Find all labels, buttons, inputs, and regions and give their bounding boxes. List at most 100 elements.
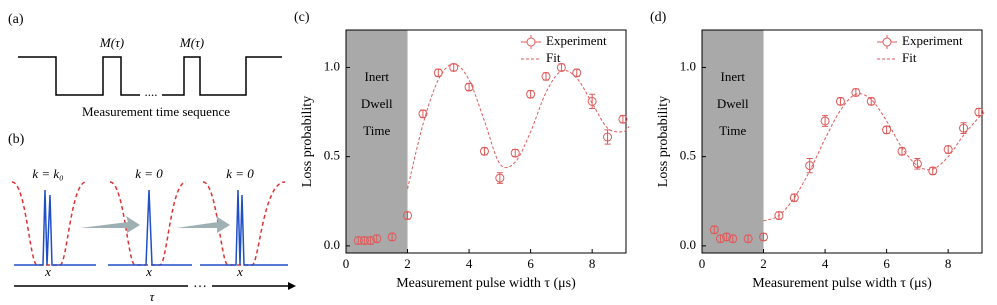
annotation: Dwell	[361, 96, 393, 111]
marker-label: M(τ)	[99, 35, 124, 50]
plot-frame	[701, 29, 983, 254]
data-point	[774, 211, 784, 221]
caption: Measurement time sequence	[82, 104, 230, 119]
y-axis-label: Loss probability	[656, 96, 671, 187]
y-tick-label: 0.0	[324, 237, 340, 252]
ellipsis: …	[193, 276, 207, 291]
y-tick-label: 0.0	[680, 237, 696, 252]
data-point	[715, 234, 725, 244]
wavefunction	[108, 189, 192, 266]
data-point	[959, 123, 969, 133]
plot-frame	[345, 29, 627, 254]
x-tick-label: 8	[945, 256, 952, 271]
error-bar	[543, 72, 549, 81]
data-point	[912, 159, 922, 169]
y-tick-label: 1.0	[680, 58, 696, 73]
error-bar	[837, 97, 844, 106]
wavefunction	[14, 189, 96, 266]
error-bar	[852, 88, 859, 97]
wavefunction	[200, 189, 288, 266]
legend-label: Fit	[902, 50, 917, 65]
data-point	[403, 211, 413, 221]
data-point	[835, 96, 845, 106]
k-label: k = 0	[226, 166, 254, 181]
potential	[109, 181, 187, 266]
error-bar	[419, 109, 426, 118]
x-tick-label: 0	[699, 256, 706, 271]
data-point	[495, 173, 505, 183]
panel-label: (b)	[8, 132, 25, 147]
error-bar	[527, 90, 534, 99]
fit-line	[407, 63, 630, 189]
x-tick-label: 4	[466, 256, 473, 271]
data-point	[418, 109, 428, 119]
annotation: Time	[719, 123, 746, 138]
potential	[11, 181, 87, 266]
data-point	[387, 232, 397, 242]
error-bar	[435, 68, 442, 77]
x-tick-label: 2	[760, 256, 767, 271]
annotation: Inert	[720, 69, 745, 84]
data-point	[709, 225, 719, 235]
x-tick-label: 6	[883, 256, 890, 271]
marker-label: M(τ)	[179, 35, 204, 50]
data-point	[743, 234, 753, 244]
error-bar	[883, 125, 890, 134]
error-bar	[975, 107, 982, 117]
error-bar	[899, 147, 905, 156]
data-point	[541, 71, 551, 81]
data-point	[943, 145, 953, 155]
fit-line	[763, 93, 986, 222]
annotation: Inert	[364, 69, 389, 84]
x-tick-label: 2	[404, 256, 411, 271]
arrow	[80, 216, 140, 233]
pulse-sequence	[18, 56, 282, 96]
data-point	[366, 236, 376, 246]
data-point	[526, 89, 536, 99]
data-point	[618, 114, 628, 124]
data-point	[805, 161, 815, 171]
x-tick-label: 4	[822, 256, 829, 271]
annotation: Dwell	[717, 96, 749, 111]
error-bar	[945, 145, 952, 154]
data-point	[353, 236, 363, 246]
data-point	[479, 146, 489, 156]
x-axis-label: Measurement pulse width τ (μs)	[396, 276, 576, 291]
y-axis-label: Loss probability	[300, 96, 315, 187]
data-point	[974, 107, 984, 117]
data-point	[464, 82, 474, 92]
y-tick-label: 0.5	[680, 148, 696, 163]
x-label: x	[145, 264, 152, 279]
error-bar	[450, 63, 457, 72]
x-tick-label: 0	[343, 256, 350, 271]
data-point	[789, 193, 799, 203]
chart-title: (d)	[650, 10, 667, 25]
x-tick-label: 8	[589, 256, 596, 271]
legend-swatch	[882, 37, 892, 47]
x-label: x	[44, 264, 51, 279]
y-tick-label: 1.0	[324, 58, 340, 73]
data-point	[759, 232, 769, 242]
data-point	[372, 234, 382, 244]
potential-diagrams	[11, 181, 288, 266]
chart-title: (c)	[294, 10, 310, 25]
data-point	[722, 232, 732, 242]
legend-label: Experiment	[546, 33, 607, 48]
data-point	[603, 132, 613, 142]
axis-label: τ	[150, 289, 156, 304]
error-bar	[589, 93, 596, 109]
error-bar	[466, 83, 473, 92]
x-axis-label: Measurement pulse width τ (μs)	[752, 276, 932, 291]
x-tick-label: 6	[527, 256, 534, 271]
data-point	[359, 236, 369, 246]
shaded-region	[346, 30, 408, 253]
shaded-region	[702, 30, 764, 253]
arrow	[176, 216, 230, 233]
k-label: k = 0	[135, 166, 163, 181]
data-point	[820, 116, 830, 126]
error-bar	[512, 149, 519, 158]
axis-arrow	[288, 282, 296, 290]
x-label: x	[236, 264, 243, 279]
ellipsis: ....	[145, 84, 158, 99]
